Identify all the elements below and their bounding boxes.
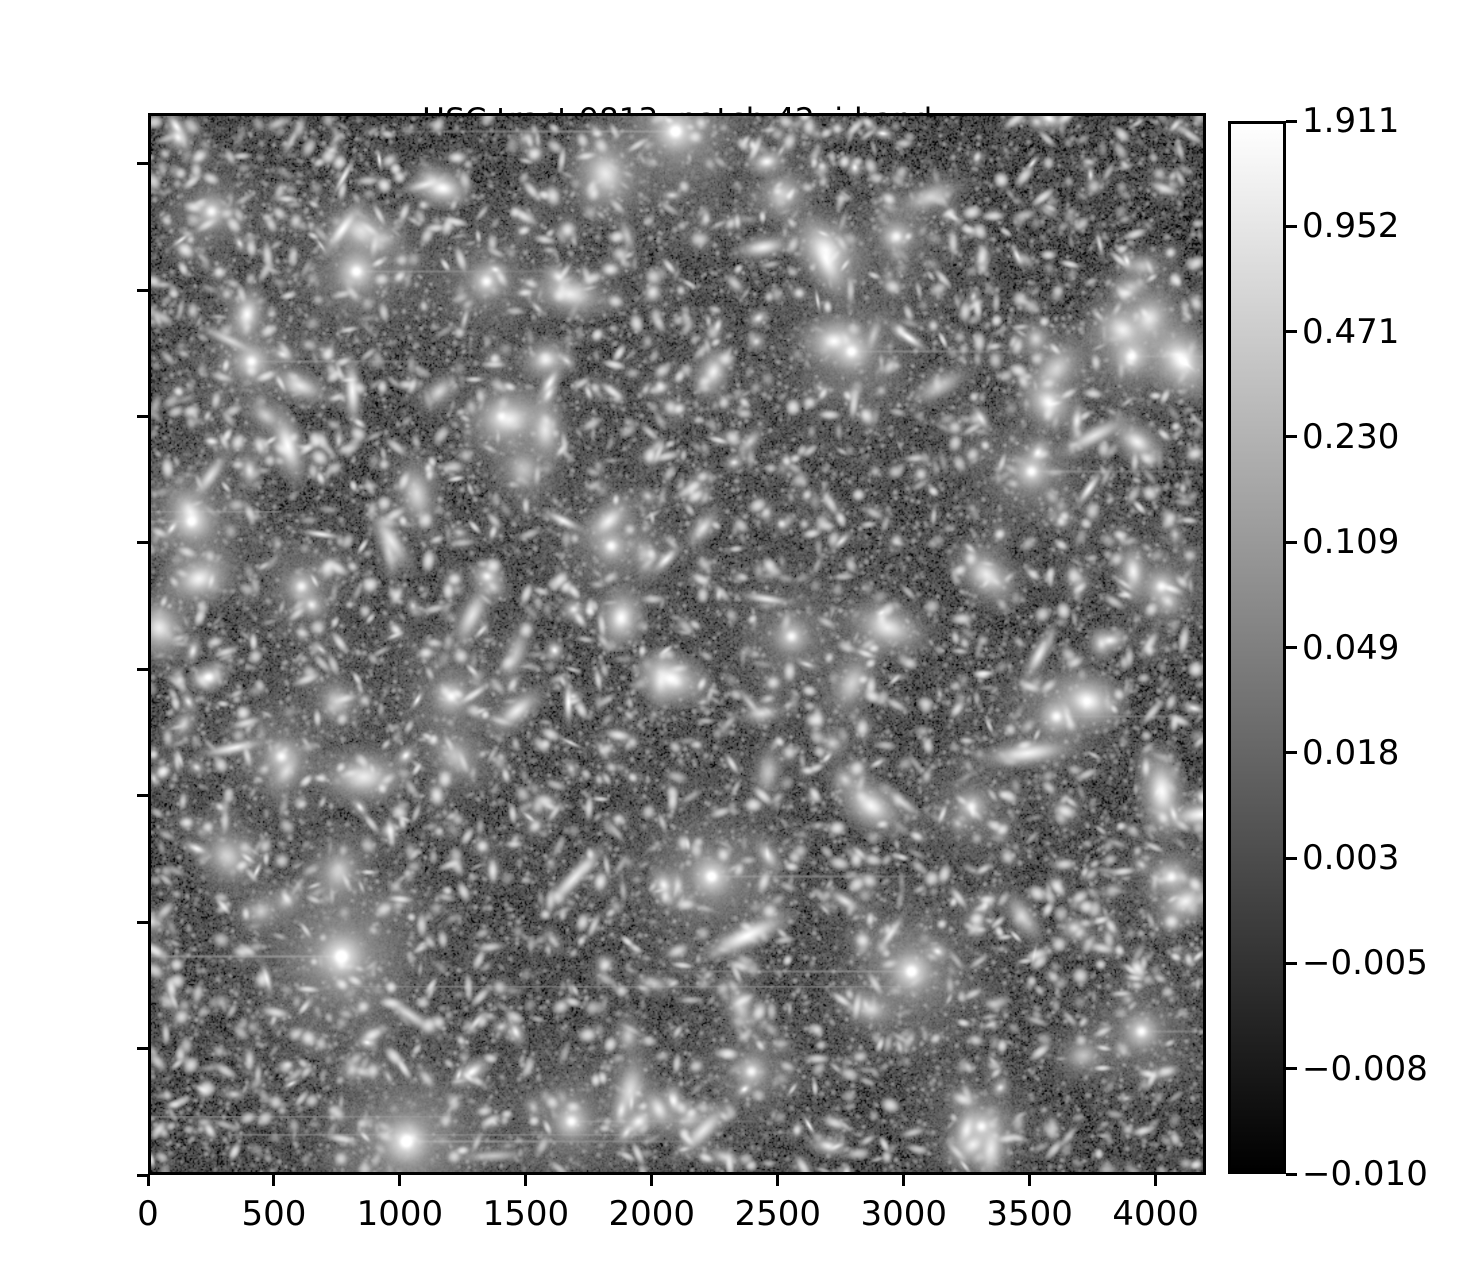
- colorbar-tick-mark: [1286, 435, 1297, 439]
- sky-image: [151, 116, 1203, 1172]
- colorbar-tick-mark: [1286, 856, 1297, 860]
- x-tick-label: 4000: [1112, 1194, 1199, 1234]
- x-tick-label: 1500: [482, 1194, 570, 1234]
- x-tick-mark: [524, 1175, 528, 1186]
- colorbar-tick-label: 0.018: [1302, 732, 1400, 773]
- x-tick-mark: [650, 1175, 654, 1186]
- y-tick-mark: [137, 162, 148, 166]
- colorbar-tick-label: 0.003: [1302, 838, 1400, 879]
- x-tick-label: 500: [241, 1194, 307, 1234]
- y-axis-ticks: [137, 113, 149, 1177]
- colorbar-tick-mark: [1286, 1067, 1297, 1071]
- colorbar-tick-mark: [1286, 224, 1297, 228]
- x-tick-mark: [1028, 1175, 1032, 1186]
- colorbar-tick-label: 0.952: [1302, 206, 1400, 247]
- colorbar-tick-label: 0.049: [1302, 627, 1400, 668]
- x-tick-mark: [272, 1175, 276, 1186]
- x-tick-label: 2000: [608, 1194, 696, 1234]
- y-tick-mark: [137, 1047, 148, 1051]
- x-tick-label: 3000: [860, 1194, 947, 1234]
- colorbar-tick-label: 1.911: [1302, 101, 1400, 141]
- colorbar-tick-label: 0.471: [1302, 311, 1400, 352]
- x-tick-mark: [398, 1175, 402, 1186]
- x-tick-label: 3500: [986, 1194, 1073, 1234]
- x-tick-mark: [902, 1175, 906, 1186]
- colorbar-tick-label: 0.230: [1302, 416, 1400, 457]
- y-tick-mark: [137, 541, 148, 545]
- y-tick-mark: [137, 667, 148, 671]
- colorbar-tick-mark: [1286, 540, 1297, 544]
- colorbar-tick-label: −0.010: [1302, 1154, 1428, 1194]
- colorbar-tick-mark: [1286, 961, 1297, 965]
- y-tick-mark: [137, 288, 148, 292]
- x-axis-ticks: [146, 1175, 1206, 1189]
- colorbar-tick-mark: [1286, 646, 1297, 649]
- colorbar-tick-mark: [1286, 119, 1297, 123]
- x-tick-mark: [1154, 1175, 1158, 1186]
- x-tick-mark: [146, 1175, 150, 1186]
- colorbar-tick-label: −0.008: [1302, 1048, 1428, 1089]
- x-tick-mark: [776, 1175, 780, 1186]
- x-tick-label: 1000: [356, 1194, 444, 1234]
- image-axes[interactable]: [148, 113, 1206, 1175]
- colorbar-gradient: [1228, 121, 1286, 1174]
- colorbar-tick-label: −0.005: [1302, 943, 1428, 984]
- colorbar-tick-mark: [1286, 330, 1297, 334]
- colorbar-tick-label: 0.109: [1302, 522, 1400, 563]
- colorbar[interactable]: 1.911 0.952 0.471 0.230 0.109 0.049 0.018 0.003…: [1228, 104, 1428, 1191]
- x-tick-label: 2500: [734, 1194, 822, 1234]
- x-axis-tick-labels: 0 500 1000 1500 2000 2500 3000 3500 4000: [137, 1175, 1206, 1245]
- y-tick-mark: [137, 414, 148, 418]
- x-tick-label: 0: [137, 1194, 159, 1234]
- y-tick-mark: [137, 920, 148, 924]
- colorbar-tick-mark: [1286, 1172, 1297, 1176]
- y-tick-mark: [137, 1173, 148, 1177]
- colorbar-tick-mark: [1286, 751, 1297, 755]
- y-tick-mark: [137, 794, 148, 798]
